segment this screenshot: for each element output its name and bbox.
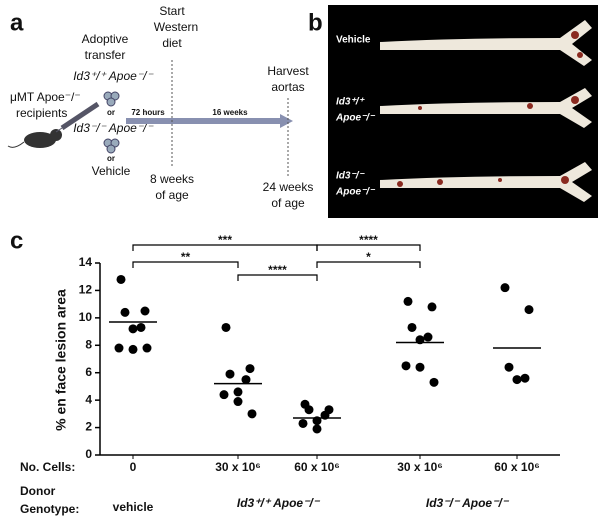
y-tick-label: 6 <box>85 365 92 379</box>
y-tick-label: 0 <box>85 447 92 461</box>
data-point <box>504 362 514 372</box>
age: 24 weeks <box>263 180 314 194</box>
harvest: Harvest <box>267 64 309 78</box>
bracket <box>237 274 318 281</box>
aortas <box>380 20 592 202</box>
data-point <box>304 405 314 415</box>
x-tick-label: 30 x 10⁶ <box>215 460 261 474</box>
arrow-head <box>280 114 293 128</box>
data-point <box>524 305 534 315</box>
age: 8 weeks <box>150 172 194 186</box>
data-point <box>403 296 413 306</box>
donor: Id3⁻/⁻ Apoe⁻/⁻ <box>73 121 154 135</box>
bracket <box>132 261 239 268</box>
significance: *** <box>218 233 232 247</box>
bracket <box>316 244 421 251</box>
age: of age <box>271 196 305 210</box>
x-tick-label: 30 x 10⁶ <box>397 460 443 474</box>
timeline-arrow <box>126 118 280 124</box>
data-point <box>140 306 150 316</box>
data-point <box>429 377 439 387</box>
cells-icon <box>103 91 120 154</box>
data-point <box>128 344 138 354</box>
donor: Id3⁺/⁺ Apoe⁻/⁻ <box>73 69 154 83</box>
or: or <box>107 154 115 163</box>
y-tick-label: 12 <box>79 283 93 297</box>
interval: 72 hours <box>131 108 165 117</box>
lesions <box>397 31 583 187</box>
data-point <box>221 322 231 332</box>
x-tick-label: 0 <box>130 460 137 474</box>
x-tick-label: 60 x 10⁶ <box>294 460 340 474</box>
data-point <box>136 322 146 332</box>
aorta-label: Id3⁻/⁻ <box>336 171 366 182</box>
aorta-label: Id3⁺/⁺ <box>336 97 366 108</box>
adoptive: transfer <box>85 48 126 62</box>
y-axis-label: % en face lesion area <box>53 289 69 431</box>
syringe <box>55 101 100 133</box>
x-axis-label: No. Cells: <box>20 460 75 474</box>
mouse <box>7 129 62 148</box>
group-label: Donor <box>20 484 56 498</box>
age: of age <box>155 188 189 202</box>
significance: * <box>366 250 371 264</box>
genotype: vehicle <box>113 500 154 514</box>
data-point <box>120 307 130 317</box>
data-point <box>415 362 425 372</box>
interval: 16 weeks <box>212 108 248 117</box>
panel-letter: c <box>10 227 23 254</box>
data-point <box>298 418 308 428</box>
or: or <box>107 108 115 117</box>
data-point <box>116 274 126 284</box>
data-point <box>407 322 417 332</box>
data-point <box>233 397 243 407</box>
harvest: aortas <box>271 80 304 94</box>
data-point <box>427 302 437 312</box>
data-point <box>312 424 322 434</box>
data-point <box>500 283 510 293</box>
data-point <box>233 387 243 397</box>
y-tick-label: 8 <box>85 337 92 351</box>
y-tick-label: 10 <box>79 310 93 324</box>
adoptive: Adoptive <box>82 32 129 46</box>
vehicle: Vehicle <box>92 164 131 178</box>
data-point <box>219 390 229 400</box>
significance: **** <box>268 263 287 277</box>
data-point <box>423 332 433 342</box>
data-point <box>247 409 257 419</box>
data-point <box>520 373 530 383</box>
panel-letter: b <box>308 9 323 36</box>
bracket <box>316 261 421 268</box>
data-point <box>128 324 138 334</box>
aorta-label: Apoe⁻/⁻ <box>335 187 376 198</box>
start: Start <box>159 4 185 18</box>
y-tick-label: 4 <box>85 392 92 406</box>
aorta-label: Apoe⁻/⁻ <box>335 113 376 124</box>
aorta-label: Vehicle <box>336 35 371 46</box>
y-tick-label: 14 <box>79 255 93 269</box>
start: diet <box>162 36 182 50</box>
significance: ** <box>181 250 191 264</box>
start: Western <box>154 20 198 34</box>
data-point <box>401 361 411 371</box>
data-point <box>142 343 152 353</box>
data-point <box>114 343 124 353</box>
significance: **** <box>359 233 378 247</box>
data-point <box>241 375 251 385</box>
genotype: Id3⁺/⁺ Apoe⁻/⁻ <box>237 496 321 510</box>
panel-letter: a <box>10 9 24 36</box>
genotype: Id3⁻/⁻ Apoe⁻/⁻ <box>426 496 510 510</box>
recipients: recipients <box>16 106 67 120</box>
data-point <box>225 369 235 379</box>
recipients: μMT Apoe⁻/⁻ <box>10 90 81 104</box>
x-tick-label: 60 x 10⁶ <box>494 460 540 474</box>
group-label: Genotype: <box>20 502 79 516</box>
data-point <box>512 375 522 385</box>
y-tick-label: 2 <box>85 420 92 434</box>
data-point <box>245 364 255 374</box>
